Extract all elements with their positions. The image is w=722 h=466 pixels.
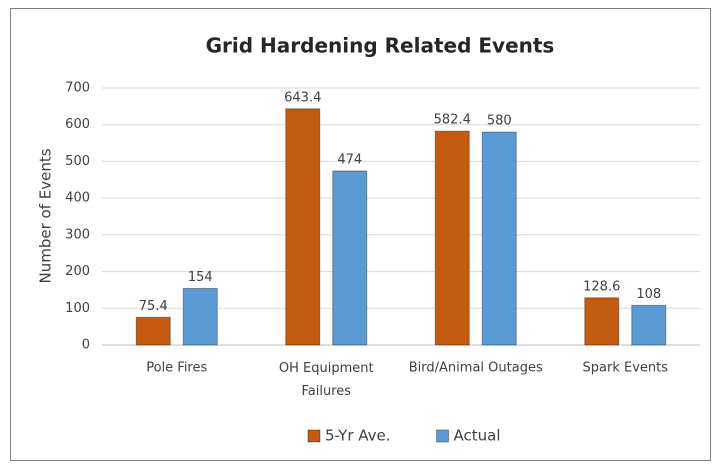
value-label: 108	[636, 287, 661, 302]
legend-swatch	[436, 429, 450, 443]
legend-swatch	[307, 429, 321, 443]
bar	[182, 287, 218, 346]
value-label: 474	[337, 152, 362, 167]
y-tick-label: 400	[65, 191, 90, 206]
x-tick-label: Bird/Animal Outages	[409, 361, 543, 376]
chart-title: Grid Hardening Related Events	[206, 34, 555, 58]
y-tick-label: 500	[65, 154, 90, 169]
bar	[584, 297, 620, 346]
bar	[631, 304, 667, 346]
y-tick-label: 0	[82, 338, 90, 353]
value-label: 75.4	[139, 299, 168, 314]
y-axis-label: Number of Events	[37, 148, 55, 283]
bar	[332, 170, 368, 346]
y-tick-label: 200	[65, 264, 90, 279]
bar	[285, 108, 321, 346]
legend-label: Actual	[454, 427, 501, 445]
value-label: 582.4	[434, 113, 471, 128]
value-label: 643.4	[284, 90, 321, 105]
value-label: 128.6	[583, 279, 620, 294]
y-tick-label: 600	[65, 117, 90, 132]
y-tick-label: 100	[65, 301, 90, 316]
x-tick-label: Pole Fires	[146, 361, 207, 376]
x-tick-label: Spark Events	[583, 361, 669, 376]
bar	[434, 130, 470, 346]
value-label: 154	[188, 270, 213, 285]
x-tick-label: OH Equipment Failures	[279, 361, 374, 399]
value-label: 580	[487, 114, 512, 129]
bar	[135, 316, 171, 346]
bar	[481, 131, 517, 346]
y-tick-label: 300	[65, 227, 90, 242]
y-tick-label: 700	[65, 81, 90, 96]
legend-label: 5-Yr Ave.	[325, 427, 391, 445]
